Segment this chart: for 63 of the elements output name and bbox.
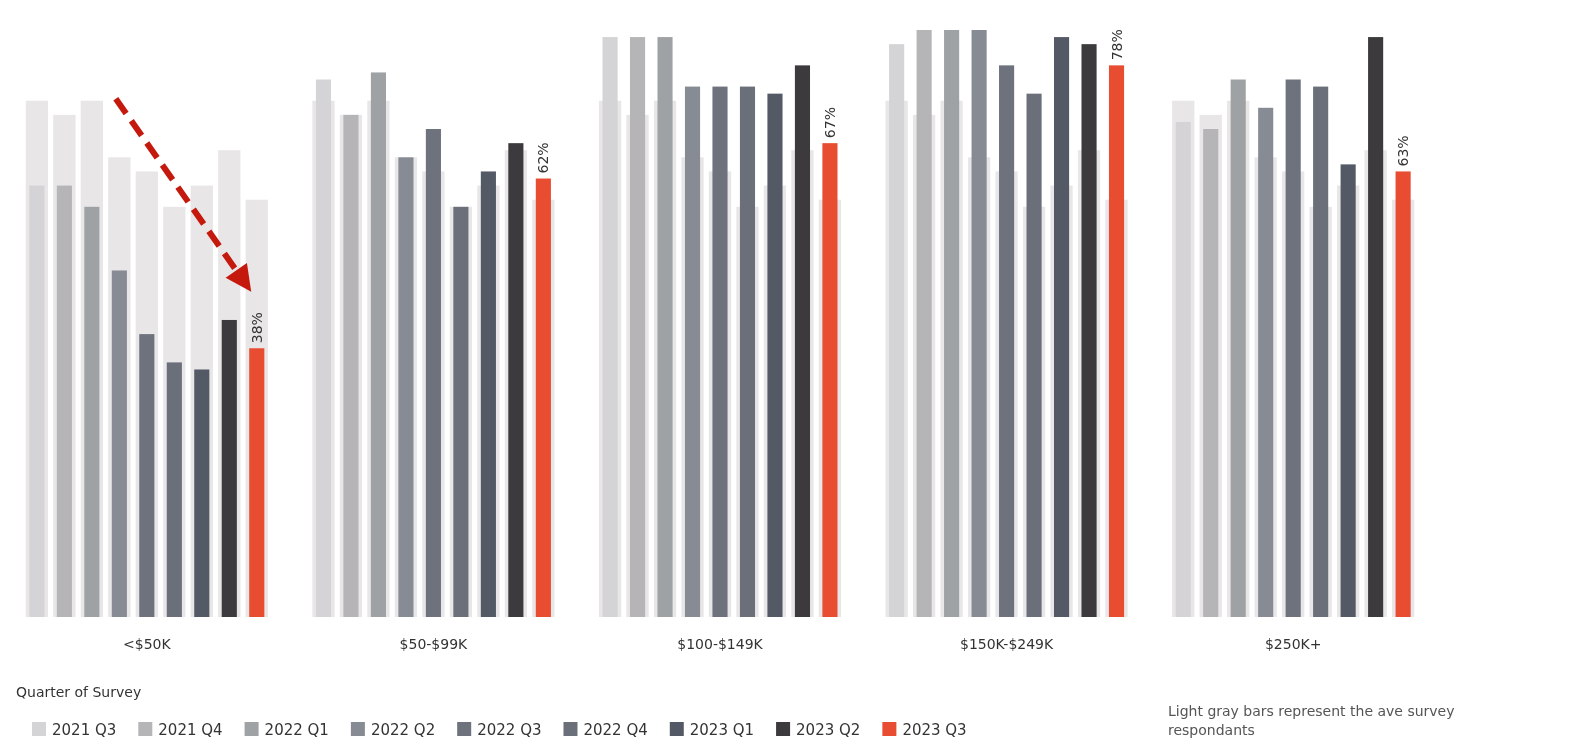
- legend-label: 2023 Q2: [796, 721, 861, 739]
- legend-label: 2022 Q4: [583, 721, 648, 739]
- legend-label: 2023 Q3: [902, 721, 967, 739]
- data-label: 62%: [535, 142, 552, 174]
- bar: [999, 65, 1015, 617]
- bar: [480, 171, 496, 617]
- data-label: 67%: [821, 107, 838, 139]
- bar: [1395, 171, 1411, 617]
- data-label: 63%: [1395, 135, 1412, 167]
- bar: [767, 93, 783, 617]
- bar: [1230, 79, 1246, 617]
- bar: [84, 206, 100, 617]
- bar: [1175, 121, 1191, 617]
- bar: [944, 30, 960, 617]
- data-label: 78%: [1108, 29, 1125, 61]
- legend-label: 2023 Q1: [689, 721, 755, 739]
- bar: [56, 185, 72, 617]
- bar: [249, 348, 265, 617]
- x-tick-label: $250K+: [1264, 635, 1322, 652]
- legend-title: Quarter of Survey: [16, 684, 142, 700]
- bar: [739, 86, 756, 617]
- bar: [535, 178, 551, 617]
- x-tick-label: $50-$99K: [399, 635, 469, 652]
- bar: [1054, 37, 1070, 617]
- x-tick-label: <$50K: [123, 635, 172, 652]
- bar: [1340, 164, 1356, 617]
- bar: [1108, 65, 1125, 617]
- bar: [916, 30, 932, 617]
- bar: [1313, 86, 1329, 617]
- bar: [794, 65, 811, 617]
- legend-label: 2021 Q3: [52, 721, 117, 739]
- bar: [370, 72, 386, 617]
- bar: [315, 79, 332, 617]
- bar: [712, 86, 728, 617]
- bar: [1026, 93, 1042, 617]
- bar: [684, 86, 701, 617]
- legend-label: 2022 Q3: [477, 721, 542, 739]
- bar: [29, 185, 45, 617]
- legend-label: 2022 Q2: [370, 721, 436, 739]
- bar: [1285, 79, 1301, 617]
- bar: [425, 129, 441, 617]
- bar: [1203, 129, 1219, 617]
- bar: [166, 362, 182, 617]
- legend-label: 2021 Q4: [158, 721, 223, 739]
- bar: [1258, 107, 1274, 617]
- bar: [889, 44, 905, 617]
- bar: [822, 143, 838, 617]
- bar: [1368, 37, 1384, 617]
- bar: [629, 37, 646, 617]
- bar: [971, 30, 987, 617]
- data-label: 38%: [248, 312, 265, 344]
- bar: [657, 37, 673, 617]
- bar: [602, 37, 618, 617]
- bar: [1081, 44, 1097, 617]
- bar: [508, 143, 524, 617]
- bar: [194, 369, 210, 617]
- x-tick-label: $150K-$249K: [959, 635, 1054, 652]
- x-tick-label: $100-$149K: [677, 635, 764, 652]
- bar: [139, 334, 155, 617]
- bar: [221, 319, 237, 617]
- text: Light gray bars represent the ave survey respondants: [1168, 702, 1456, 740]
- legend-label: 2022 Q1: [264, 721, 329, 739]
- bar: [111, 270, 127, 617]
